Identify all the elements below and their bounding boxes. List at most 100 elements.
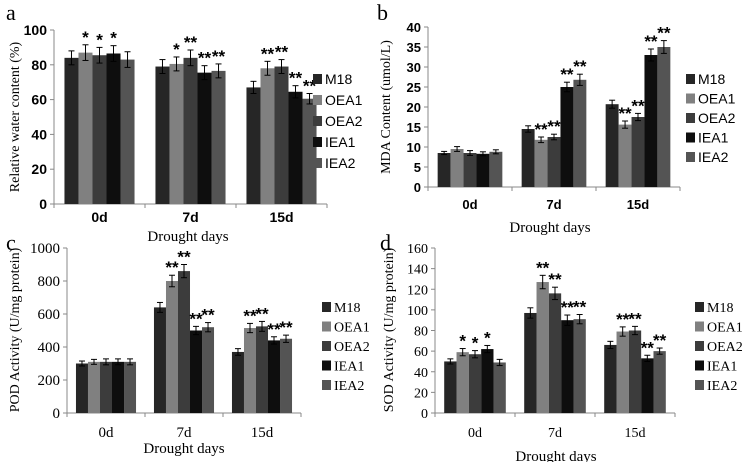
significance-marker: ** <box>261 44 275 63</box>
legend-label: OEA1 <box>325 92 363 108</box>
significance-marker: ** <box>628 309 642 328</box>
bar-IEA2-0d <box>120 59 135 204</box>
bar-IEA1-0d <box>481 349 494 413</box>
bar-M18-15d <box>605 104 619 187</box>
significance-marker: ** <box>653 331 667 350</box>
legend: M18 OEA1 OEA2 IEA1 IEA2 <box>313 71 363 171</box>
y-axis-title: SOD Activity (U/mg protein) <box>382 247 397 412</box>
legend-label: M18 <box>325 71 352 87</box>
legend-swatch-M18 <box>686 74 695 84</box>
bar-OEA2-0d <box>99 361 113 413</box>
y-tick-label: 600 <box>38 307 61 323</box>
significance-marker: ** <box>275 43 289 62</box>
bar-M18-15d <box>604 344 617 413</box>
bar-M18-7d <box>521 129 535 187</box>
y-tick-label: 160 <box>407 242 428 257</box>
significance-marker: ** <box>631 96 645 115</box>
bar-OEA2-7d <box>177 271 191 413</box>
bar-M18-15d <box>231 351 244 413</box>
bar-OEA1-15d <box>243 328 256 413</box>
y-tick-label: 5 <box>414 160 421 175</box>
legend-label: OEA1 <box>334 321 370 336</box>
x-tick-label: 15d <box>625 426 646 441</box>
significance-marker: ** <box>644 32 658 51</box>
legend-label: IEA2 <box>707 379 737 394</box>
y-tick-label: 800 <box>38 274 61 290</box>
y-tick-label: 15 <box>407 120 421 135</box>
bar-OEA1-15d <box>618 124 632 187</box>
y-tick-label: 120 <box>407 283 428 298</box>
significance-marker: * <box>96 30 103 49</box>
legend-label: M18 <box>707 301 733 316</box>
legend-label: OEA2 <box>325 113 363 129</box>
legend-swatch-IEA2 <box>686 152 695 162</box>
bar-OEA2-7d <box>547 137 561 187</box>
legend-swatch-IEA1 <box>686 132 695 143</box>
bar-OEA1-7d <box>165 281 178 413</box>
bar-IEA2-7d <box>573 79 587 187</box>
y-tick-label: 40 <box>31 126 47 142</box>
bar-IEA2-0d <box>489 151 503 187</box>
legend-swatch-IEA2 <box>313 158 322 168</box>
y-tick-label: 1000 <box>30 241 60 257</box>
y-tick-label: 0 <box>414 180 421 195</box>
significance-marker: ** <box>165 258 179 277</box>
legend-swatch-OEA1 <box>313 95 322 105</box>
panel-letter: b <box>377 0 388 25</box>
legend-swatch-OEA2 <box>686 113 695 123</box>
x-axis-title: Drought days <box>147 229 228 245</box>
bar-M18-0d <box>444 361 457 413</box>
significance-marker: ** <box>573 57 587 76</box>
bar-M18-15d <box>246 87 261 204</box>
legend-swatch-IEA1 <box>313 137 322 147</box>
significance-marker: * <box>472 334 479 353</box>
bar-IEA2-15d <box>302 98 317 204</box>
legend-swatch-IEA1 <box>322 360 331 371</box>
x-tick-label: 7d <box>546 197 561 212</box>
legend-label: IEA1 <box>334 360 364 375</box>
significance-marker: ** <box>534 120 548 139</box>
legend-swatch-OEA1 <box>686 93 695 104</box>
significance-marker: * <box>110 29 117 48</box>
y-tick-label: 0 <box>421 407 428 422</box>
x-axis-title: Drought days <box>143 441 224 457</box>
x-axis-title: Drought days <box>509 220 590 236</box>
y-tick-label: 80 <box>31 57 47 73</box>
significance-marker: ** <box>547 117 561 136</box>
significance-marker: * <box>82 28 89 47</box>
y-tick-label: 60 <box>414 345 428 360</box>
bar-OEA2-0d <box>463 153 477 187</box>
bar-OEA2-0d <box>468 354 482 413</box>
bar-IEA1-7d <box>197 72 212 204</box>
bar-IEA2-15d <box>653 351 666 413</box>
legend-swatch-OEA2 <box>322 341 331 351</box>
y-axis-title: Relative water content (%) <box>8 41 23 192</box>
x-tick-label: 0d <box>91 209 107 225</box>
significance-marker: ** <box>201 306 215 325</box>
significance-marker: ** <box>616 310 630 329</box>
legend-label: OEA2 <box>698 110 736 126</box>
bar-M18-0d <box>64 57 79 205</box>
y-tick-label: 100 <box>407 304 428 319</box>
legend-swatch-IEA1 <box>695 360 704 371</box>
y-tick-label: 10 <box>407 140 421 155</box>
bar-M18-7d <box>155 66 170 204</box>
bar-OEA2-15d <box>274 66 289 204</box>
legend-swatch-IEA2 <box>322 380 331 390</box>
legend-swatch-M18 <box>322 302 331 312</box>
bar-M18-7d <box>524 312 537 413</box>
significance-marker: ** <box>198 49 212 68</box>
legend-label: IEA2 <box>325 155 356 171</box>
legend-swatch-OEA1 <box>322 321 331 332</box>
bar-IEA1-7d <box>190 330 203 413</box>
significance-marker: ** <box>177 248 191 267</box>
legend: M18 OEA1 OEA2 IEA1 IEA2 <box>686 71 736 165</box>
significance-marker: ** <box>289 69 303 88</box>
bar-OEA2-15d <box>631 117 645 187</box>
legend-label: OEA2 <box>334 340 370 355</box>
y-tick-label: 20 <box>31 161 47 177</box>
significance-marker: ** <box>561 298 575 317</box>
panel-letter: a <box>6 0 16 25</box>
